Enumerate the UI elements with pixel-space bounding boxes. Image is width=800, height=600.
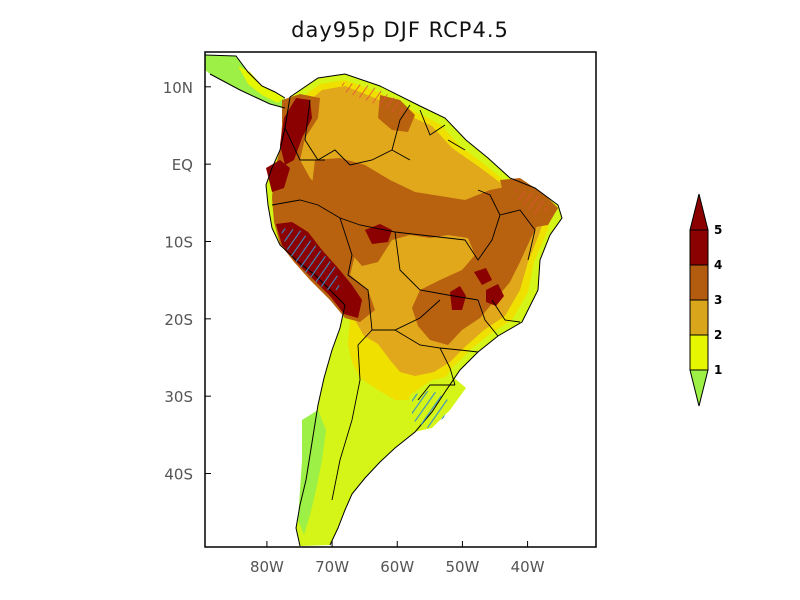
hatch-uruguay <box>412 390 448 428</box>
hatch-caribbean <box>340 82 410 118</box>
lat-tick-label: EQ <box>172 156 193 174</box>
colorbar-label: 5 <box>714 223 722 237</box>
colorbar-segment <box>689 334 709 371</box>
map-frame <box>204 51 597 548</box>
coastline <box>265 73 563 547</box>
lat-tick-label: 10S <box>164 233 193 251</box>
lon-tick-label: 60W <box>380 558 414 576</box>
colorbar-label: 1 <box>714 363 722 377</box>
lon-tick-label: 70W <box>315 558 349 576</box>
longitude-axis: 80W 70W 60W 50W 40W <box>250 541 545 576</box>
map-content <box>205 54 563 547</box>
contour-5-amazon-spot <box>365 224 392 244</box>
colorbar: 1 2 3 4 5 <box>689 193 722 407</box>
lat-tick-label: 30S <box>164 388 193 406</box>
lon-tick-label: 40W <box>511 558 545 576</box>
lon-tick-label: 80W <box>250 558 284 576</box>
contour-5-brazil-spot-a <box>450 286 466 310</box>
central-america-coastline <box>205 54 286 109</box>
lat-tick-label: 40S <box>164 466 193 484</box>
hatch-northeast <box>515 188 550 215</box>
contour-5-brazil-spot-c <box>486 284 504 306</box>
lat-tick-label: 20S <box>164 311 193 329</box>
hatch-peru <box>280 228 340 290</box>
lon-tick-label: 50W <box>445 558 479 576</box>
contour-5-brazil-spot-b <box>474 268 492 285</box>
map-title: day95p DJF RCP4.5 <box>291 18 509 42</box>
contour-southern-cone <box>302 380 410 540</box>
colorbar-segment <box>689 299 709 336</box>
colorbar-label: 3 <box>714 293 722 307</box>
colorbar-label: 2 <box>714 328 722 342</box>
contour-4-5-amazon <box>312 158 540 345</box>
contour-patagonia-green <box>298 410 326 535</box>
colorbar-segment <box>689 229 709 266</box>
latitude-axis: 10N EQ 10S 20S 30S 40S <box>163 79 211 484</box>
contour-5-colombia <box>280 98 312 165</box>
colorbar-bottom-arrow <box>689 369 709 407</box>
country-borders <box>271 99 536 501</box>
colorbar-segment <box>689 264 709 301</box>
colorbar-top-arrow <box>689 193 709 231</box>
colorbar-label: 4 <box>714 258 722 272</box>
lat-tick-label: 10N <box>163 79 193 97</box>
central-america-yellow <box>238 66 284 103</box>
